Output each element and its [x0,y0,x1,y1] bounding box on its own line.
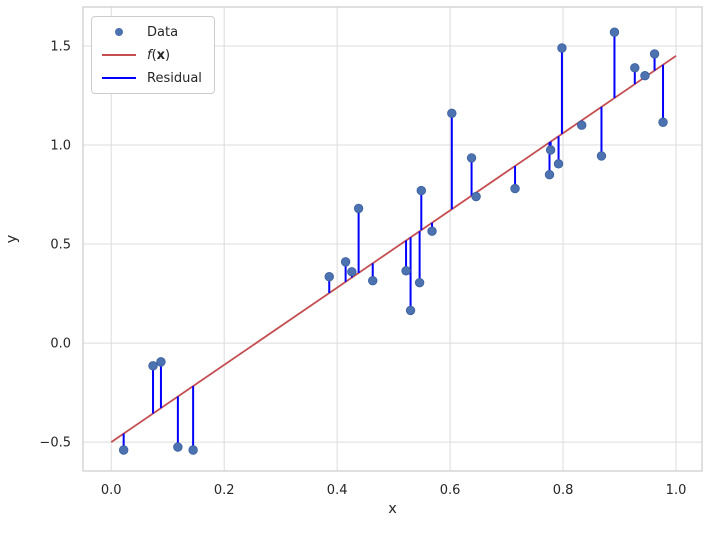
data-point [156,357,166,367]
y-axis-label: y [4,234,20,244]
data-point [471,191,481,202]
legend-entry: Residual [100,70,202,86]
y-tick-label: 1.5 [50,40,71,55]
data-point [148,361,158,371]
data-point [640,71,650,81]
data-point [557,43,567,53]
legend-line-marker-icon [100,77,138,79]
legend-entry: Data [100,24,202,40]
y-tick-label: 0.5 [50,238,71,253]
legend-entry: f(x) [100,47,202,63]
legend-line-marker-icon [100,54,138,56]
data-point [649,49,660,59]
data-point [577,120,587,130]
x-tick-label: 0.0 [101,483,122,498]
data-point [188,445,198,455]
data-point [118,445,129,455]
data-point [609,27,620,37]
y-tick-label: −0.5 [39,436,71,451]
data-point [630,63,640,73]
data-point [368,275,378,286]
y-tick-label: 0.0 [50,337,71,352]
legend-label: Residual [147,70,202,86]
legend-label: f(x) [147,47,171,63]
legend-label: Data [147,24,179,40]
data-point [340,257,351,267]
data-point [405,305,416,316]
x-tick-label: 0.8 [553,483,574,498]
data-point [353,203,364,214]
x-tick-label: 1.0 [666,483,687,498]
data-point [466,153,477,163]
data-point [416,185,427,196]
legend: Data f(x) Residual [91,16,215,94]
data-point [447,108,457,119]
plot-border [82,6,703,472]
data-point [324,272,334,282]
legend-dot-marker-icon [100,28,138,36]
data-point [553,159,564,169]
data-point [544,170,555,180]
x-axis-label: x [388,501,397,517]
data-point [427,226,437,236]
data-point [510,183,520,194]
data-point [173,442,183,452]
x-tick-label: 0.6 [440,483,461,498]
y-tick-label: 1.0 [50,139,71,154]
data-point [545,145,556,155]
fit-line [110,55,677,443]
x-tick-label: 0.2 [214,483,235,498]
x-tick-label: 0.4 [327,483,348,498]
data-point [658,117,668,127]
data-point [401,266,411,276]
data-point [414,277,425,288]
data-point [596,151,607,161]
data-point [347,267,357,277]
